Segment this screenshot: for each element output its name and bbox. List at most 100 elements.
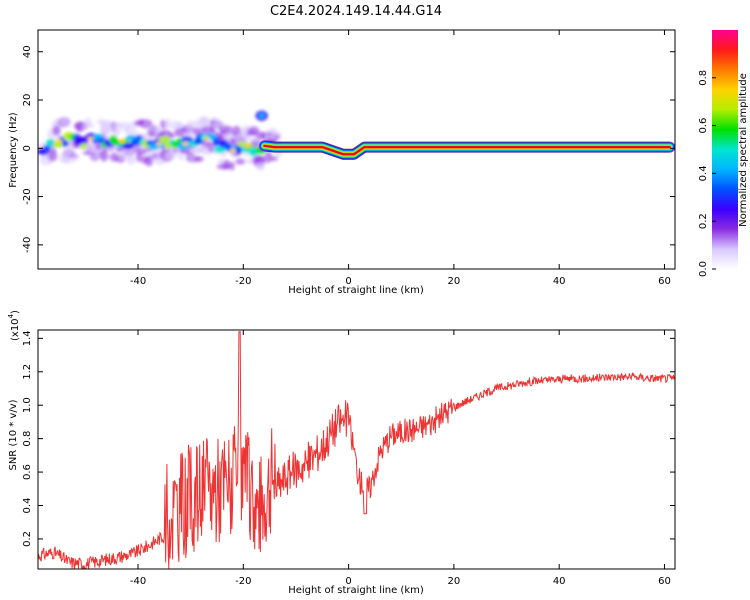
spectrogram-x-tick-label: 40: [553, 276, 566, 287]
spectrogram-heat-layer: [38, 110, 675, 171]
spectrogram-noise-cell: [48, 151, 58, 162]
spectrogram-blob-core: [258, 113, 265, 119]
spectrogram-y-label: Frequency (Hz): [8, 112, 19, 188]
snr-y-label: SNR (10 * v/v): [8, 399, 19, 470]
spectrogram-noise-cell: [264, 151, 273, 163]
spectrogram-ridge-cell: [130, 138, 141, 146]
colorbar-tick-label: 0.0: [698, 261, 709, 277]
spectrogram-x-tick-label: -20: [235, 276, 251, 287]
spectrogram-noise-cell: [199, 115, 210, 125]
snr-plot-area: [38, 330, 675, 569]
spectrogram-x-tick-label: 20: [448, 276, 461, 287]
snr-y-scale-text: (x10: [10, 318, 21, 341]
spectrogram-noise-cell: [245, 135, 252, 142]
spectrogram-x-ticks: -40 -20 0 20 40 60: [130, 30, 671, 287]
snr-y-ticks: 0.2 0.4 0.6 0.8 1.0 1.2 1.4: [22, 330, 675, 547]
snr-x-tick-label: 60: [658, 576, 671, 587]
spectrogram-noise-cell: [270, 156, 279, 162]
snr-x-tick-label: -20: [235, 576, 251, 587]
spectrogram-ridge-cell: [235, 145, 242, 155]
spectrogram-ridge-cell: [43, 145, 51, 152]
spectrogram-y-tick-label: 40: [22, 45, 33, 58]
svg-text:(x104): (x104): [7, 310, 21, 341]
spectrogram-x-tick-label: 60: [658, 276, 671, 287]
snr-y-tick-label: 0.6: [22, 464, 33, 480]
spectrogram-hotspot: [229, 148, 236, 153]
spectrogram-noise-cell: [71, 154, 79, 161]
spectrogram-ridge-edge: [264, 150, 670, 160]
snr-y-scale-close: ): [10, 310, 21, 314]
spectrogram-noise-cell: [222, 159, 231, 170]
colorbar-tick-label: 0.4: [698, 165, 709, 181]
spectrogram-y-ticks: 40 20 0 -20 -40: [22, 45, 675, 253]
spectrogram-noise-cell: [273, 133, 281, 140]
snr-x-tick-label: 40: [553, 576, 566, 587]
colorbar-gradient: [712, 30, 738, 269]
snr-panel: -40 -20 0 20 40 60 0.2 0.4 0.6 0.8 1.0 1.2 1.4 Heig…: [7, 310, 676, 596]
spectrogram-noise-cell: [193, 156, 204, 163]
colorbar-tick-label: 0.8: [698, 70, 709, 86]
snr-x-tick-label: 0: [345, 576, 351, 587]
spectrogram-noise-cell: [99, 150, 109, 162]
spectrogram-y-tick-label: -40: [22, 237, 33, 253]
spectrogram-noise-cell: [139, 119, 153, 129]
snr-x-label: Height of straight line (km): [288, 585, 424, 596]
spectrogram-ridge-cell: [122, 143, 134, 150]
spectrogram-noise-cell: [235, 158, 246, 165]
colorbar: 0.0 0.2 0.4 0.6 0.8 Normalized spectral ampl…: [698, 30, 749, 277]
spectrogram-ridge-cell: [213, 137, 220, 147]
spectrogram-noise-cell: [135, 152, 142, 163]
snr-y-tick-label: 1.0: [22, 397, 33, 413]
spectrogram-ridge-cell: [237, 141, 247, 147]
spectrogram-noise-cell: [271, 130, 281, 135]
spectrogram-hotspot: [87, 136, 94, 141]
snr-x-tick-label: -40: [130, 576, 146, 587]
spectrogram-ridge-edge: [264, 140, 670, 150]
spectrogram-ridge-cell: [159, 136, 171, 143]
spectrogram-hotspot: [119, 139, 126, 144]
spectrogram-hotspot: [156, 141, 163, 146]
spectrogram-ridge-cell: [80, 143, 88, 150]
spectrogram-noise-cell: [126, 156, 136, 165]
spectrogram-noise-cell: [228, 161, 235, 171]
colorbar-tick-label: 0.2: [698, 213, 709, 229]
snr-y-tick-label: 0.4: [22, 498, 33, 514]
spectrogram-noise-cell: [87, 122, 94, 128]
spectrogram-noise-cell: [247, 126, 260, 135]
spectrogram-y-tick-label: 20: [22, 94, 33, 107]
spectrogram-noise-cell: [255, 131, 268, 139]
snr-y-tick-label: 0.2: [22, 531, 33, 547]
spectrogram-noise-cell: [52, 126, 61, 137]
spectrogram-noise-cell: [256, 162, 266, 171]
snr-y-scale-exponent: 4: [7, 313, 15, 318]
spectrogram-noise-cell: [58, 116, 72, 126]
spectrogram-noise-cell: [104, 122, 113, 129]
spectrogram-hotspot: [203, 136, 210, 141]
snr-y-tick-label: 1.2: [22, 364, 33, 380]
colorbar-tick-label: 0.6: [698, 118, 709, 134]
spectrogram-ridge-cell: [135, 135, 143, 141]
snr-series-line: [38, 331, 675, 569]
spectrogram-noise-cell: [144, 155, 154, 167]
spectrogram-noise-cell: [202, 125, 215, 134]
spectrogram-hotspot: [56, 139, 63, 144]
spectrogram-noise-cell: [167, 133, 175, 139]
snr-y-scale-label: (x104): [7, 310, 21, 341]
spectrogram-ridge-cell: [74, 136, 87, 145]
spectrogram-ridge-band: [263, 144, 671, 156]
snr-frame: [37, 329, 676, 570]
spectrogram-x-label: Height of straight line (km): [288, 285, 424, 296]
spectrogram-y-tick-label: -20: [22, 188, 33, 204]
figure-title: C2E4.2024.149.14.44.G14: [270, 4, 442, 19]
spectrogram-x-tick-label: -40: [130, 276, 146, 287]
colorbar-ticks: 0.0 0.2 0.4 0.6 0.8: [698, 70, 716, 277]
snr-x-ticks: -40 -20 0 20 40 60: [130, 330, 671, 587]
spectrogram-x-tick-label: 0: [345, 276, 351, 287]
snr-y-tick-label: 1.4: [22, 330, 33, 346]
spectrogram-frame: [37, 29, 676, 270]
spectrogram-ridge-cell: [52, 141, 64, 148]
snr-x-tick-label: 20: [448, 576, 461, 587]
spectrogram-y-tick-label: 0: [22, 145, 33, 151]
spectrogram-noise-cell: [164, 118, 172, 129]
